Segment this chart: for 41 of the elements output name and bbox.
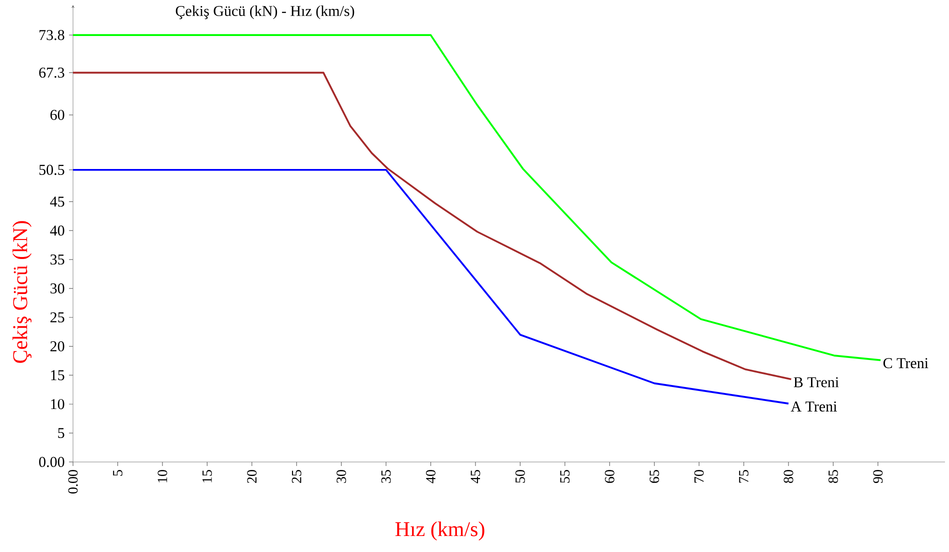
y-tick-label: 40 — [50, 226, 64, 236]
y-tick-label: 73.8 — [40, 30, 64, 40]
y-tick-label: 20 — [50, 341, 64, 352]
series-label: A Treni — [790, 402, 837, 412]
x-tick-label: 30 — [336, 470, 346, 483]
y-tick-label: 5 — [58, 428, 64, 438]
y-tick-label: 35 — [50, 254, 64, 265]
y-tick-label: 0.00 — [39, 456, 64, 468]
chart-title: Çekiş Gücü (kN) - Hız (km/s) — [176, 6, 354, 20]
x-tick-label: 65 — [650, 470, 660, 483]
series-label: B Treni — [794, 377, 839, 388]
x-tick-label: 5 — [113, 470, 122, 476]
x-tick-label: 50 — [515, 470, 525, 483]
y-tick-label: 67.3 — [39, 68, 64, 78]
x-tick-label: 10 — [158, 470, 168, 482]
line-series — [72, 34, 882, 362]
x-axis-title: Hız (km/s) — [395, 521, 484, 541]
x-tick-label: 75 — [739, 470, 748, 483]
y-tick-label: 25 — [50, 312, 64, 322]
x-tick-label: 70 — [694, 470, 704, 483]
y-tick-label: 30 — [50, 283, 64, 294]
x-tick-label: 85 — [828, 470, 838, 483]
series-label: C Treni — [883, 358, 928, 368]
x-tick-label: 45 — [470, 470, 480, 484]
y-tick-label: 15 — [51, 370, 64, 380]
x-tick-label: 55 — [560, 470, 570, 483]
x-tick-label: 60 — [604, 470, 614, 483]
y-tick-label: 50.5 — [39, 164, 64, 175]
x-tick-label: 80 — [784, 470, 794, 483]
x-tick-label: 35 — [381, 470, 391, 483]
line-series — [72, 72, 792, 380]
x-tick-label: 25 — [292, 470, 302, 483]
x-tick-label: 20 — [247, 470, 257, 483]
y-tick-label: 45 — [50, 196, 64, 207]
x-tick-label: 15 — [202, 470, 212, 482]
y-tick-label: 10 — [51, 399, 64, 410]
x-tick-label: 90 — [873, 470, 883, 484]
x-tick-label: 40 — [426, 470, 436, 484]
y-tick-label: 60 — [50, 110, 64, 120]
line-series — [72, 168, 790, 404]
y-axis-title: Çekiş Gücü (kN) — [12, 221, 32, 363]
